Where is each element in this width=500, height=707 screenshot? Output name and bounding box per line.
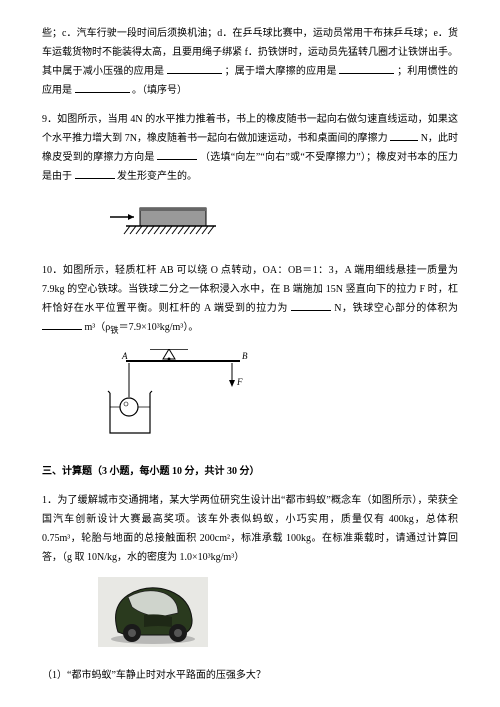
blank-1b bbox=[339, 64, 394, 74]
blank-9c bbox=[75, 169, 115, 179]
calc-question-1: （1）“都市蚂蚁”车静止时对水平路面的压强多大？ bbox=[42, 666, 458, 685]
p1-text-b: ；属于增大摩擦的应用是 bbox=[225, 66, 337, 77]
p10-text-c: m³（ρ bbox=[85, 322, 111, 333]
figure-10: A B F bbox=[102, 349, 458, 448]
svg-text:B: B bbox=[242, 351, 248, 361]
paragraph-10: 10．如图所示，轻质杠杆 AB 可以绕 O 点转动，OA：OB＝1：3，A 端用… bbox=[42, 261, 458, 339]
figure-9-svg bbox=[102, 196, 222, 244]
blank-10b bbox=[42, 320, 82, 330]
svg-text:F: F bbox=[236, 377, 243, 387]
pc1-text: 1．为了缓解城市交通拥堵，某大学两位研究生设计出“都市蚂蚁”概念车（如图所示），… bbox=[42, 495, 458, 563]
section-title: 三、计算题（3 小题，每小题 10 分，共计 30 分） bbox=[42, 462, 458, 481]
blank-1a bbox=[167, 64, 222, 74]
paragraph-calc-1: 1．为了缓解城市交通拥堵，某大学两位研究生设计出“都市蚂蚁”概念车（如图所示），… bbox=[42, 491, 458, 567]
figure-9 bbox=[102, 196, 458, 251]
p10-text-b: N，铁球空心部分的体积为 bbox=[334, 303, 458, 314]
p9-text-d: 发生形变产生的。 bbox=[117, 171, 197, 182]
paragraph-1: 些；c．汽车行驶一段时间后须换机油；d．在乒乓球比赛中，运动员常用干布抹乒乓球；… bbox=[42, 24, 458, 100]
pc-q1-text: （1）“都市蚂蚁”车静止时对水平路面的压强多大？ bbox=[42, 670, 266, 681]
blank-1c bbox=[75, 83, 130, 93]
paragraph-9: 9．如图所示，当用 4N 的水平推力推着书，书上的橡皮随书一起向右做匀速直线运动… bbox=[42, 110, 458, 186]
p1-text-d: 。（填序号） bbox=[132, 85, 187, 96]
p10-text-d: ＝7.9×10³kg/m³）。 bbox=[119, 322, 199, 333]
figure-car bbox=[98, 577, 458, 654]
blank-9b bbox=[157, 150, 197, 160]
car-svg bbox=[98, 577, 208, 647]
blank-9a bbox=[390, 131, 418, 141]
figure-10-svg: A B F bbox=[102, 349, 262, 441]
p10-sub: 铁 bbox=[110, 326, 118, 335]
blank-10a bbox=[291, 301, 331, 311]
svg-text:A: A bbox=[121, 351, 128, 361]
